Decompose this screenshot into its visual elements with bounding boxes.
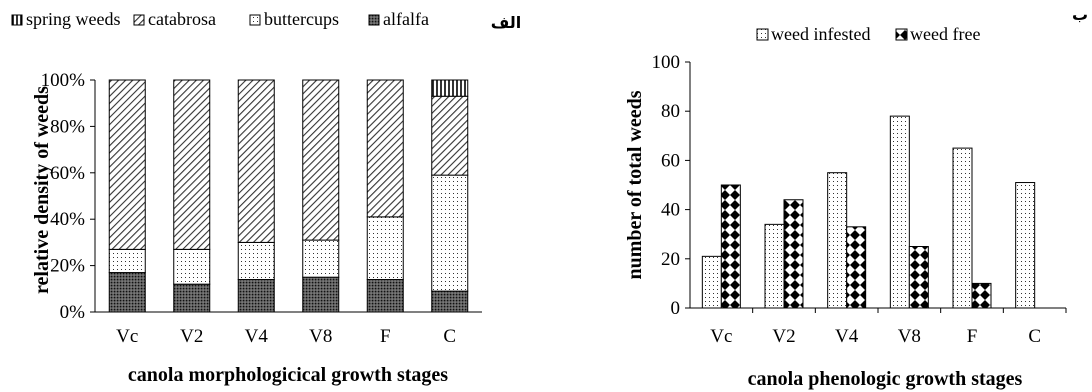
left-y-tick-label: 100% xyxy=(41,70,86,91)
left-bar-catabrosa xyxy=(431,95,469,176)
left-legend-swatch-spring-weeds xyxy=(11,14,23,26)
left-bar-buttercups xyxy=(302,239,340,278)
left-chart: spring weeds catabrosa buttercups alfalfa ا… xyxy=(11,9,522,386)
left-bar-alfalfa xyxy=(237,279,275,313)
right-bar-weed-infested xyxy=(1015,182,1036,309)
right-y-tick-label: 40 xyxy=(661,200,680,221)
left-legend-swatch-alfalfa xyxy=(368,14,380,26)
left-bars xyxy=(108,79,469,313)
right-legend: weed infested weed free xyxy=(756,24,980,44)
left-bar-buttercups xyxy=(237,241,275,281)
right-legend-swatch-weed-free xyxy=(895,28,908,41)
left-x-tick-label: C xyxy=(443,326,456,347)
left-x-axis: Vc V2 V4 V8 F C xyxy=(95,311,482,347)
right-x-axis-title: canola phenologic growth stages xyxy=(748,368,1023,390)
left-x-tick-label: V4 xyxy=(245,326,269,347)
right-legend-label: weed infested xyxy=(771,24,870,44)
left-bar-alfalfa xyxy=(302,276,340,313)
left-bar-alfalfa xyxy=(366,279,404,313)
left-x-axis-title: canola morphologicical growth stages xyxy=(128,364,448,386)
left-bar-buttercups xyxy=(173,248,211,285)
left-y-tick-label: 60% xyxy=(50,163,85,184)
left-x-tick-label: F xyxy=(380,326,391,347)
left-legend-label: alfalfa xyxy=(383,9,429,29)
right-x-tick-label: Vc xyxy=(710,326,732,347)
left-y-axis: 0% 20% 40% 60% 80% 100% xyxy=(41,70,96,323)
right-y-tick-label: 0 xyxy=(671,298,681,319)
right-bar-weed-infested xyxy=(827,172,848,309)
right-x-tick-label: V8 xyxy=(898,326,921,347)
right-bar-weed-infested xyxy=(889,115,910,309)
left-y-tick-label: 0% xyxy=(60,302,86,323)
left-x-tick-label: V8 xyxy=(309,326,332,347)
left-legend-swatch-catabrosa xyxy=(133,14,145,26)
left-legend-label: buttercups xyxy=(264,9,339,29)
right-y-tick-label: 60 xyxy=(661,150,680,171)
left-bar-catabrosa xyxy=(366,79,404,218)
right-y-tick-label: 80 xyxy=(661,101,680,122)
left-panel-label: الف xyxy=(491,13,522,32)
left-legend-label: catabrosa xyxy=(148,9,216,29)
right-panel-label: ب xyxy=(1072,5,1088,24)
right-bar-weed-free xyxy=(846,226,867,309)
left-y-tick-label: 40% xyxy=(50,209,85,230)
left-bar-catabrosa xyxy=(302,79,340,241)
left-bar-catabrosa xyxy=(108,79,146,250)
left-y-tick-label: 80% xyxy=(50,116,85,137)
right-bar-weed-free xyxy=(971,282,992,309)
right-x-tick-label: V2 xyxy=(772,326,795,347)
right-chart: weed infested weed free ب 0 20 40 60 80 100 Vc… xyxy=(624,5,1088,390)
right-bar-weed-free xyxy=(908,246,929,309)
left-legend-label: spring weeds xyxy=(26,9,120,29)
right-bar-weed-free xyxy=(720,184,741,309)
left-bar-spring-weeds xyxy=(431,79,469,97)
right-y-axis-title: number of total weeds xyxy=(624,90,646,279)
right-x-tick-label: C xyxy=(1028,326,1041,347)
right-x-axis: Vc V2 V4 V8 F C xyxy=(690,307,1067,347)
right-x-tick-label: V4 xyxy=(835,326,859,347)
left-legend-swatch-buttercups xyxy=(249,14,261,26)
right-legend-swatch-weed-infested xyxy=(756,28,769,41)
left-x-tick-label: Vc xyxy=(116,326,138,347)
right-bar-weed-free xyxy=(783,199,804,309)
left-bar-catabrosa xyxy=(173,79,211,250)
left-bar-buttercups xyxy=(108,248,146,274)
left-bar-buttercups xyxy=(366,216,404,281)
right-y-axis: 0 20 40 60 80 100 xyxy=(652,52,691,319)
left-legend: spring weeds catabrosa buttercups alfalfa xyxy=(11,9,429,29)
right-bar-weed-infested xyxy=(764,223,785,309)
left-bar-alfalfa xyxy=(431,290,469,313)
left-bar-catabrosa xyxy=(237,79,275,243)
right-x-tick-label: F xyxy=(967,326,978,347)
left-x-tick-label: V2 xyxy=(180,326,203,347)
right-legend-label: weed free xyxy=(910,24,980,44)
right-bar-weed-infested xyxy=(952,147,973,309)
left-bar-buttercups xyxy=(431,174,469,292)
left-bar-alfalfa xyxy=(108,272,146,313)
right-y-tick-label: 20 xyxy=(661,249,680,270)
left-y-tick-label: 20% xyxy=(50,256,85,277)
right-bar-weed-infested xyxy=(701,255,722,309)
left-y-axis-title: relative density of weeds xyxy=(31,86,53,294)
left-bar-alfalfa xyxy=(173,283,211,313)
right-bars xyxy=(701,115,1036,309)
right-y-tick-label: 100 xyxy=(652,52,681,73)
